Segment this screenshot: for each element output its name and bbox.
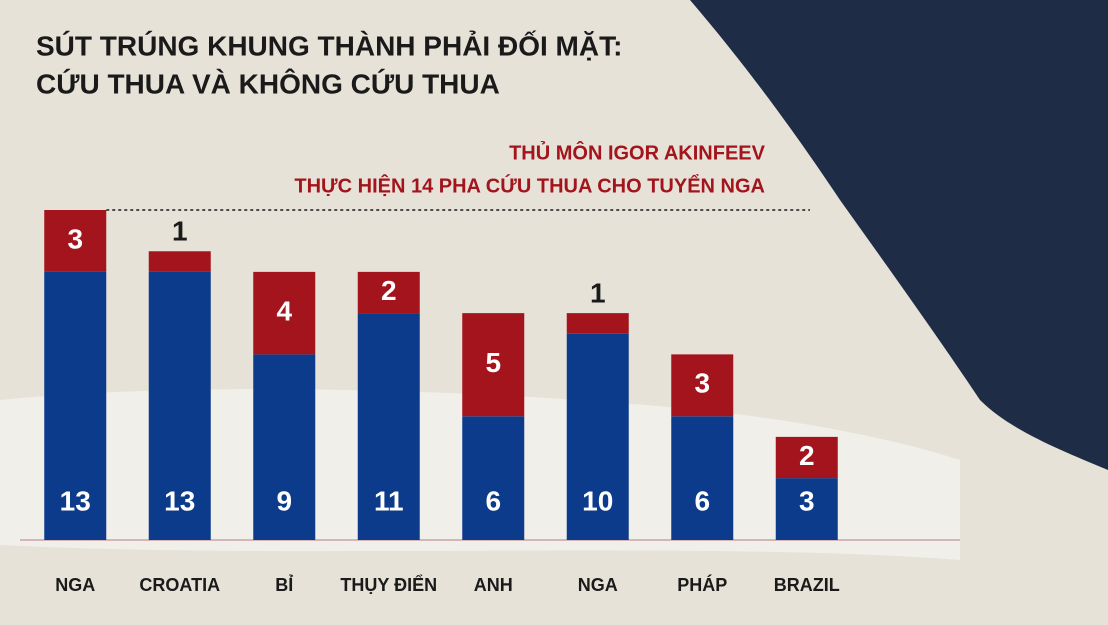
value-label: 2 [799,440,815,471]
value-label: 13 [60,485,91,516]
bar-segment [775,436,838,479]
bar-segment [253,354,316,540]
bar-segment [148,251,211,272]
chart-title: CỨU THUA VÀ KHÔNG CỨU THUA [36,67,500,99]
bar-segment [671,416,734,540]
value-label: 2 [381,275,397,306]
x-tick-label: CROATIA [139,575,220,595]
value-label: 11 [374,485,404,516]
value-label: 4 [276,296,292,327]
annotation: THỦ MÔN IGOR AKINFEEV [509,140,766,164]
value-label: 3 [799,485,815,516]
bar-segment [44,271,107,540]
annotation: THỰC HIỆN 14 PHA CỨU THUA CHO TUYỂN NGA [294,173,765,197]
value-label: 6 [694,485,710,516]
x-tick-label: PHÁP [677,574,727,595]
bar-segment [671,354,734,417]
value-label: 9 [276,485,292,516]
bar-segment [566,333,629,540]
value-label: 3 [694,368,710,399]
bar-segment [357,313,420,540]
x-tick-label: THỤY ĐIỂN [340,574,437,595]
x-tick-label: BRAZIL [774,575,840,595]
x-tick-label: NGA [55,575,95,595]
dark-shape [690,0,1108,470]
bar-segment [775,478,838,540]
bar-segment [357,271,420,314]
bar-segment [148,271,211,540]
bar-segment [566,313,629,334]
bar-segment [462,313,525,417]
bar-segment [44,210,107,272]
chart-title: SÚT TRÚNG KHUNG THÀNH PHẢI ĐỐI MẶT: [36,29,622,61]
value-label: 1 [590,278,606,309]
bar-segment [253,271,316,355]
value-label: 6 [485,485,501,516]
value-label: 13 [164,485,195,516]
value-label: 1 [172,216,188,247]
bar-segment [462,416,525,540]
value-label: 5 [485,347,501,378]
x-tick-label: ANH [474,575,513,595]
value-label: 3 [67,223,83,254]
x-tick-label: BỈ [275,574,293,595]
value-label: 10 [582,485,613,516]
x-tick-label: NGA [578,575,618,595]
